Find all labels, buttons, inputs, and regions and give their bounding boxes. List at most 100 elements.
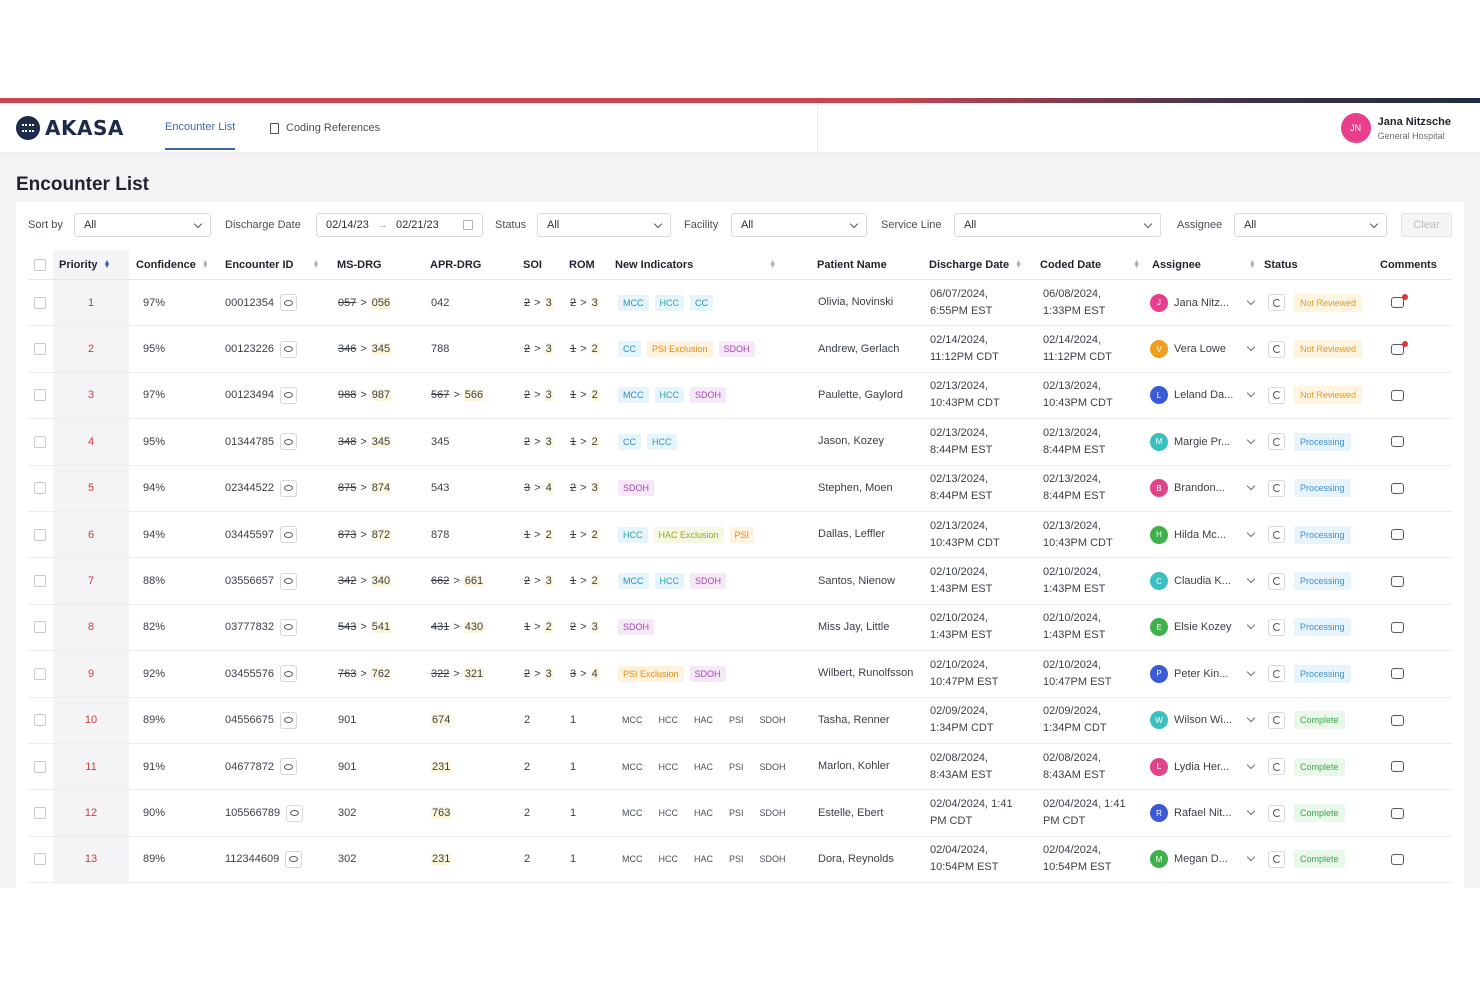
comment-icon[interactable] <box>1391 389 1404 401</box>
comment-icon[interactable] <box>1391 482 1404 494</box>
refresh-icon[interactable] <box>1268 526 1285 544</box>
table-row[interactable]: 13 89% 112344609 302 231 2 1 MCC HCC HAC PSI SDOH Do… <box>28 837 1452 884</box>
chevron-down-icon[interactable] <box>1246 389 1256 398</box>
comments-cell[interactable] <box>1380 744 1404 789</box>
comments-cell[interactable] <box>1380 280 1408 325</box>
refresh-icon[interactable] <box>1268 294 1285 312</box>
column-new-indicators[interactable]: New Indicators ▲ ▼ <box>615 258 777 271</box>
refresh-icon[interactable] <box>1268 572 1285 590</box>
comments-cell[interactable] <box>1380 605 1404 650</box>
eye-icon[interactable] <box>279 711 297 729</box>
comment-icon[interactable] <box>1391 714 1404 726</box>
row-checkbox[interactable] <box>34 512 46 557</box>
assignee-select[interactable]: All <box>1234 213 1387 237</box>
comments-cell[interactable] <box>1380 558 1404 603</box>
comment-icon[interactable] <box>1391 761 1404 773</box>
table-row[interactable]: 11 91% 04677872 901 231 2 1 MCC HCC HAC PSI SDOH Mar… <box>28 744 1452 791</box>
comments-cell[interactable] <box>1380 651 1404 696</box>
comment-icon[interactable] <box>1391 807 1404 819</box>
eye-icon[interactable] <box>279 572 297 590</box>
assignee-cell[interactable]: J Jana Nitz... <box>1150 280 1256 325</box>
chevron-down-icon[interactable] <box>1246 342 1256 352</box>
row-checkbox[interactable] <box>34 744 46 789</box>
table-row[interactable]: 4 95% 01344785 348 >345 345 2 >3 1 >2 CC HCC Jason, … <box>28 419 1452 466</box>
row-checkbox[interactable] <box>34 466 46 511</box>
assignee-cell[interactable]: M Margie Pr... <box>1150 419 1256 464</box>
table-row[interactable]: 10 89% 04556675 901 674 2 1 MCC HCC HAC PSI SDOH Tas… <box>28 698 1452 744</box>
chevron-down-icon[interactable] <box>1246 621 1256 630</box>
chevron-down-icon[interactable] <box>1246 760 1256 769</box>
assignee-cell[interactable]: V Vera Lowe <box>1150 326 1256 371</box>
discharge-date-range[interactable]: 02/14/23 → 02/21/23 <box>316 213 483 237</box>
row-checkbox[interactable] <box>34 373 46 418</box>
eye-icon[interactable] <box>279 340 297 358</box>
row-checkbox[interactable] <box>34 605 46 650</box>
assignee-cell[interactable]: P Peter Kin... <box>1150 651 1256 696</box>
table-row[interactable]: 9 92% 03455576 763 >762 322 >321 2 >3 3 >4 PSI Excl… <box>28 651 1452 698</box>
status-select[interactable]: All <box>537 213 671 237</box>
chevron-down-icon[interactable] <box>1246 574 1256 584</box>
comments-cell[interactable] <box>1380 326 1408 371</box>
user-profile[interactable]: JN Jana Nitzsche General Hospital <box>1340 113 1451 143</box>
eye-icon[interactable] <box>279 386 297 404</box>
chevron-down-icon[interactable] <box>1246 714 1256 723</box>
assignee-cell[interactable]: H Hilda Mc... <box>1150 512 1256 557</box>
table-row[interactable]: 5 94% 02344522 875 >874 543 3 >4 2 >3 SDOH Stephen,… <box>28 466 1452 512</box>
assignee-cell[interactable]: C Claudia K... <box>1150 558 1256 603</box>
column-encounter-id[interactable]: Encounter ID ▲ ▼ <box>225 258 320 271</box>
row-checkbox[interactable] <box>34 790 46 835</box>
clear-button[interactable]: Clear <box>1401 213 1452 237</box>
chevron-down-icon[interactable] <box>1246 435 1256 445</box>
comment-icon[interactable] <box>1391 575 1404 587</box>
comment-icon[interactable] <box>1391 340 1408 355</box>
refresh-icon[interactable] <box>1268 479 1285 497</box>
refresh-icon[interactable] <box>1268 618 1285 636</box>
table-row[interactable]: 12 90% 105566789 302 763 2 1 MCC HCC HAC PSI SDOH Es… <box>28 790 1452 837</box>
comment-icon[interactable] <box>1391 436 1404 448</box>
chevron-down-icon[interactable] <box>1246 853 1256 862</box>
comments-cell[interactable] <box>1380 837 1404 882</box>
column-confidence[interactable]: Confidence ▲ ▼ <box>136 258 209 271</box>
table-row[interactable]: 8 82% 03777832 543 >541 431 >430 1 >2 2 >3 SDOH Miss… <box>28 605 1452 652</box>
comments-cell[interactable] <box>1380 698 1404 743</box>
comments-cell[interactable] <box>1380 419 1404 464</box>
assignee-cell[interactable]: W Wilson Wi... <box>1150 698 1256 743</box>
tab-coding-references[interactable]: Coding References <box>270 103 380 153</box>
eye-icon[interactable] <box>279 526 297 544</box>
row-checkbox[interactable] <box>34 558 46 603</box>
comments-cell[interactable] <box>1380 790 1404 835</box>
row-checkbox[interactable] <box>34 419 46 464</box>
tab-encounter-list[interactable]: Encounter List <box>165 106 236 150</box>
row-checkbox[interactable] <box>34 651 46 696</box>
eye-icon[interactable] <box>279 758 297 776</box>
eye-icon[interactable] <box>279 665 297 683</box>
table-row[interactable]: 1 97% 00012354 057 >056 042 2 >3 2 >3 MCC HCC CC Oliv… <box>28 280 1452 327</box>
chevron-down-icon[interactable] <box>1246 806 1256 816</box>
column-priority[interactable]: Priority ▲ ▼ <box>59 258 111 271</box>
refresh-icon[interactable] <box>1268 665 1285 683</box>
row-checkbox[interactable] <box>34 698 46 743</box>
eye-icon[interactable] <box>279 433 297 451</box>
refresh-icon[interactable] <box>1268 850 1285 868</box>
row-checkbox[interactable] <box>34 837 46 882</box>
eye-icon[interactable] <box>279 294 297 312</box>
eye-icon[interactable] <box>279 618 297 636</box>
row-checkbox[interactable] <box>34 326 46 371</box>
akasa-logo[interactable]: AKASA <box>16 116 124 140</box>
assignee-cell[interactable]: R Rafael Nit... <box>1150 790 1256 835</box>
refresh-icon[interactable] <box>1268 758 1285 776</box>
refresh-icon[interactable] <box>1268 340 1285 358</box>
refresh-icon[interactable] <box>1268 386 1285 404</box>
assignee-cell[interactable]: B Brandon... <box>1150 466 1256 511</box>
row-checkbox[interactable] <box>34 280 46 325</box>
comment-icon[interactable] <box>1391 294 1408 309</box>
eye-icon[interactable] <box>279 479 297 497</box>
chevron-down-icon[interactable] <box>1246 528 1256 537</box>
table-row[interactable]: 6 94% 03445597 873 >872 878 1 >2 1 >2 HCC HAC Exclu… <box>28 512 1452 559</box>
select-all-checkbox[interactable] <box>34 250 46 279</box>
comment-icon[interactable] <box>1391 621 1404 633</box>
chevron-down-icon[interactable] <box>1246 296 1256 305</box>
chevron-down-icon[interactable] <box>1246 667 1256 677</box>
table-row[interactable]: 3 97% 00123494 988 >987 567 >566 2 >3 1 >2 MCC HCC SD… <box>28 373 1452 420</box>
comment-icon[interactable] <box>1391 529 1404 541</box>
